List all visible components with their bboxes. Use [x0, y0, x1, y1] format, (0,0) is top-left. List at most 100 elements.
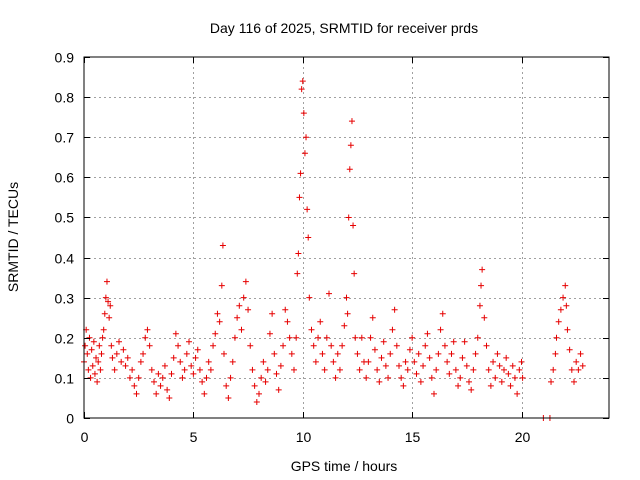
- data-point: [184, 351, 190, 357]
- data-point: [195, 347, 201, 353]
- data-point: [123, 363, 129, 369]
- data-point: [347, 166, 353, 172]
- data-point: [85, 367, 91, 373]
- data-point: [131, 383, 137, 389]
- data-point: [142, 335, 148, 341]
- data-point: [427, 355, 433, 361]
- data-point: [177, 359, 183, 365]
- data-point: [398, 375, 404, 381]
- data-point: [548, 379, 554, 385]
- data-point: [512, 375, 518, 381]
- data-point: [149, 367, 155, 373]
- data-point: [125, 355, 131, 361]
- data-point: [422, 343, 428, 349]
- data-point: [129, 367, 135, 373]
- data-point: [552, 351, 558, 357]
- data-point: [381, 339, 387, 345]
- data-point: [179, 375, 185, 381]
- data-point: [400, 383, 406, 389]
- data-point: [249, 367, 255, 373]
- data-point: [344, 295, 350, 301]
- x-axis-label: GPS time / hours: [291, 458, 398, 474]
- data-point: [514, 391, 520, 397]
- data-point: [243, 279, 249, 285]
- data-point: [311, 343, 317, 349]
- data-point: [462, 339, 468, 345]
- data-point: [562, 283, 568, 289]
- y-axis-label: SRMTID / TECUs: [5, 182, 21, 292]
- data-point: [300, 78, 306, 84]
- data-point: [354, 351, 360, 357]
- data-point: [429, 375, 435, 381]
- data-point: [416, 351, 422, 357]
- data-point: [519, 359, 525, 365]
- data-point: [359, 335, 365, 341]
- data-point: [295, 251, 301, 257]
- data-point: [293, 335, 299, 341]
- data-point: [328, 343, 334, 349]
- data-point: [560, 295, 566, 301]
- data-point: [420, 363, 426, 369]
- data-point: [144, 327, 150, 333]
- data-point: [278, 363, 284, 369]
- data-point: [296, 194, 302, 200]
- data-point: [564, 327, 570, 333]
- data-point: [291, 367, 297, 373]
- data-point: [97, 367, 103, 373]
- data-point: [418, 379, 424, 385]
- data-point: [260, 359, 266, 365]
- data-point: [104, 279, 110, 285]
- data-point: [449, 351, 455, 357]
- y-tick-label: 0.9: [55, 50, 75, 66]
- data-point: [470, 367, 476, 373]
- data-point: [182, 367, 188, 373]
- data-point: [197, 367, 203, 373]
- data-point: [303, 134, 309, 140]
- data-point: [193, 355, 199, 361]
- data-point: [171, 355, 177, 361]
- data-point: [494, 351, 500, 357]
- data-point: [365, 359, 371, 365]
- data-point: [346, 214, 352, 220]
- data-point: [479, 267, 485, 273]
- data-point: [101, 327, 107, 333]
- data-point: [100, 335, 106, 341]
- data-point: [505, 371, 511, 377]
- data-point: [345, 311, 351, 317]
- data-point: [438, 327, 444, 333]
- y-tick-label: 0.6: [55, 170, 75, 186]
- data-point: [309, 327, 315, 333]
- data-point: [571, 379, 577, 385]
- data-point: [155, 371, 161, 377]
- data-point: [349, 118, 355, 124]
- data-point: [510, 363, 516, 369]
- data-point: [269, 311, 275, 317]
- data-point: [298, 170, 304, 176]
- data-point: [230, 359, 236, 365]
- data-point: [351, 271, 357, 277]
- x-tick-label: 0: [81, 429, 89, 445]
- data-point: [363, 375, 369, 381]
- chart-title: Day 116 of 2025, SRMTID for receiver prd…: [210, 20, 478, 36]
- data-point: [501, 367, 507, 373]
- data-point: [151, 379, 157, 385]
- data-point: [341, 323, 347, 329]
- data-point: [306, 295, 312, 301]
- data-point: [206, 359, 212, 365]
- data-point: [140, 351, 146, 357]
- data-point: [299, 86, 305, 92]
- data-point: [241, 295, 247, 301]
- data-point: [274, 371, 280, 377]
- grid-layer: [84, 57, 609, 418]
- data-points: [81, 78, 586, 421]
- data-point: [333, 375, 339, 381]
- data-point: [550, 367, 556, 373]
- data-point: [313, 359, 319, 365]
- data-point: [134, 391, 140, 397]
- data-point: [219, 283, 225, 289]
- data-point: [569, 367, 575, 373]
- data-point: [116, 339, 122, 345]
- data-point: [247, 343, 253, 349]
- data-point: [459, 355, 465, 361]
- data-point: [503, 355, 509, 361]
